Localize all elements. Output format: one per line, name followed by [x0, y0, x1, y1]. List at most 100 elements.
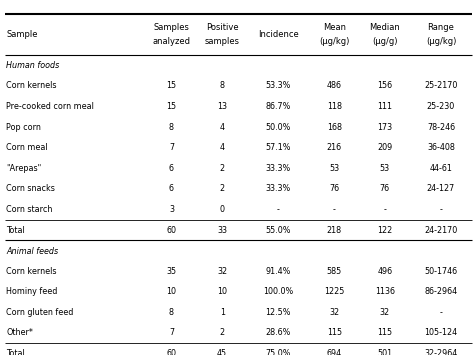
Text: (μg/kg): (μg/kg) [426, 38, 456, 47]
Text: 2: 2 [219, 328, 225, 338]
Text: 12.5%: 12.5% [265, 308, 291, 317]
Text: 60: 60 [166, 225, 176, 235]
Text: Animal feeds: Animal feeds [6, 246, 58, 256]
Text: "Arepas": "Arepas" [6, 164, 41, 173]
Text: 7: 7 [169, 328, 174, 338]
Text: 7: 7 [169, 143, 174, 152]
Text: 111: 111 [377, 102, 392, 111]
Text: 91.4%: 91.4% [265, 267, 291, 276]
Text: 57.1%: 57.1% [265, 143, 291, 152]
Text: 33: 33 [217, 225, 227, 235]
Text: 6: 6 [169, 164, 174, 173]
Text: 118: 118 [327, 102, 342, 111]
Text: 115: 115 [377, 328, 392, 338]
Text: 585: 585 [327, 267, 342, 276]
Text: Corn kernels: Corn kernels [6, 267, 57, 276]
Text: 53: 53 [380, 164, 390, 173]
Text: 33.3%: 33.3% [265, 164, 291, 173]
Text: 76: 76 [329, 184, 339, 193]
Text: (μg/g): (μg/g) [372, 38, 398, 47]
Text: 50-1746: 50-1746 [424, 267, 457, 276]
Text: 156: 156 [377, 81, 392, 91]
Text: 8: 8 [169, 308, 174, 317]
Text: 2: 2 [219, 184, 225, 193]
Text: 28.6%: 28.6% [265, 328, 291, 338]
Text: 3: 3 [169, 205, 174, 214]
Text: 32: 32 [329, 308, 339, 317]
Text: 6: 6 [169, 184, 174, 193]
Text: 25-230: 25-230 [427, 102, 455, 111]
Text: Corn snacks: Corn snacks [6, 184, 55, 193]
Text: 33.3%: 33.3% [265, 184, 291, 193]
Text: 694: 694 [327, 349, 342, 355]
Text: 76: 76 [380, 184, 390, 193]
Text: 0: 0 [219, 205, 225, 214]
Text: 486: 486 [327, 81, 342, 91]
Text: Other*: Other* [6, 328, 33, 338]
Text: Corn kernels: Corn kernels [6, 81, 57, 91]
Text: -: - [277, 205, 280, 214]
Text: 55.0%: 55.0% [265, 225, 291, 235]
Text: Median: Median [370, 23, 401, 32]
Text: 15: 15 [166, 81, 176, 91]
Text: 1: 1 [219, 308, 225, 317]
Text: Pre-cooked corn meal: Pre-cooked corn meal [6, 102, 94, 111]
Text: Corn starch: Corn starch [6, 205, 53, 214]
Text: 4: 4 [219, 143, 225, 152]
Text: 8: 8 [219, 81, 225, 91]
Text: 115: 115 [327, 328, 342, 338]
Text: Positive: Positive [206, 23, 238, 32]
Text: 24-127: 24-127 [427, 184, 455, 193]
Text: 60: 60 [166, 349, 176, 355]
Text: Mean: Mean [323, 23, 346, 32]
Text: 1225: 1225 [324, 287, 345, 296]
Text: -: - [333, 205, 336, 214]
Text: 35: 35 [166, 267, 176, 276]
Text: 50.0%: 50.0% [265, 122, 291, 132]
Text: 4: 4 [219, 122, 225, 132]
Text: 44-61: 44-61 [429, 164, 452, 173]
Text: 216: 216 [327, 143, 342, 152]
Text: 86.7%: 86.7% [265, 102, 291, 111]
Text: Pop corn: Pop corn [6, 122, 41, 132]
Text: analyzed: analyzed [153, 38, 191, 47]
Text: 86-2964: 86-2964 [424, 287, 457, 296]
Text: (μg/kg): (μg/kg) [319, 38, 349, 47]
Text: 24-2170: 24-2170 [424, 225, 457, 235]
Text: 78-246: 78-246 [427, 122, 455, 132]
Text: 1136: 1136 [375, 287, 395, 296]
Text: Hominy feed: Hominy feed [6, 287, 57, 296]
Text: Total: Total [6, 225, 25, 235]
Text: Human foods: Human foods [6, 61, 59, 70]
Text: 32-2964: 32-2964 [424, 349, 457, 355]
Text: 496: 496 [377, 267, 392, 276]
Text: 53.3%: 53.3% [265, 81, 291, 91]
Text: 10: 10 [166, 287, 176, 296]
Text: -: - [383, 205, 386, 214]
Text: 53: 53 [329, 164, 339, 173]
Text: 36-408: 36-408 [427, 143, 455, 152]
Text: 2: 2 [219, 164, 225, 173]
Text: 25-2170: 25-2170 [424, 81, 457, 91]
Text: Corn gluten feed: Corn gluten feed [6, 308, 73, 317]
Text: -: - [439, 205, 442, 214]
Text: 173: 173 [377, 122, 392, 132]
Text: Corn meal: Corn meal [6, 143, 48, 152]
Text: -: - [439, 308, 442, 317]
Text: Total: Total [6, 349, 25, 355]
Text: 122: 122 [377, 225, 392, 235]
Text: 168: 168 [327, 122, 342, 132]
Text: 8: 8 [169, 122, 174, 132]
Text: 32: 32 [380, 308, 390, 317]
Text: 45: 45 [217, 349, 227, 355]
Text: 100.0%: 100.0% [263, 287, 293, 296]
Text: 10: 10 [217, 287, 227, 296]
Text: Samples: Samples [154, 23, 190, 32]
Text: 15: 15 [166, 102, 176, 111]
Text: 32: 32 [217, 267, 227, 276]
Text: 501: 501 [377, 349, 392, 355]
Text: Incidence: Incidence [258, 30, 299, 39]
Text: Range: Range [428, 23, 455, 32]
Text: 75.0%: 75.0% [265, 349, 291, 355]
Text: 209: 209 [377, 143, 392, 152]
